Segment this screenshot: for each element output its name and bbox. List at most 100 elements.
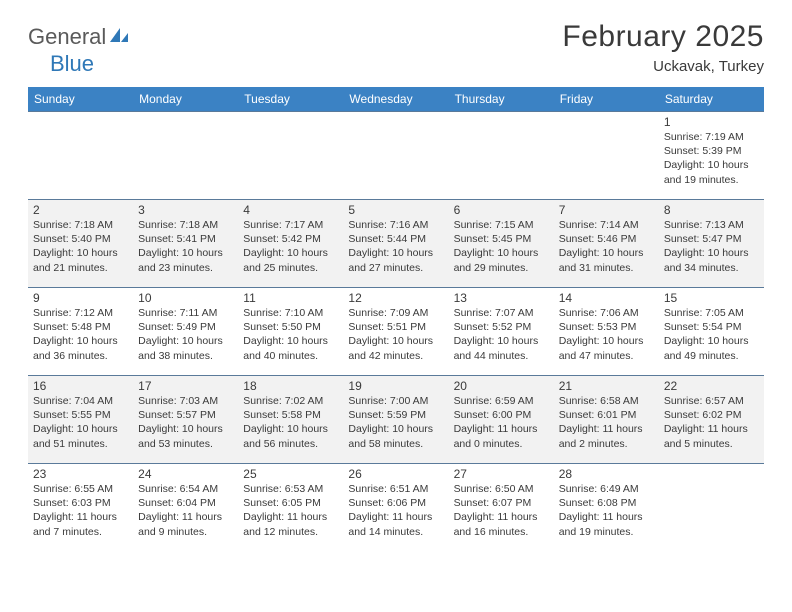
sunrise-text: Sunrise: 6:57 AM: [664, 394, 759, 408]
day-cell: 4Sunrise: 7:17 AMSunset: 5:42 PMDaylight…: [238, 200, 343, 288]
day-cell: 12Sunrise: 7:09 AMSunset: 5:51 PMDayligh…: [343, 288, 448, 376]
sunset-text: Sunset: 5:59 PM: [348, 408, 443, 422]
empty-cell: [343, 112, 448, 200]
week-row: 23Sunrise: 6:55 AMSunset: 6:03 PMDayligh…: [28, 464, 764, 552]
title-block: February 2025 Uckavak, Turkey: [562, 20, 764, 75]
sunset-text: Sunset: 6:01 PM: [559, 408, 654, 422]
sunset-text: Sunset: 5:40 PM: [33, 232, 128, 246]
empty-cell: [449, 112, 554, 200]
day-cell: 28Sunrise: 6:49 AMSunset: 6:08 PMDayligh…: [554, 464, 659, 552]
daylight-text: Daylight: 11 hours and 7 minutes.: [33, 510, 128, 538]
sunset-text: Sunset: 5:44 PM: [348, 232, 443, 246]
sunset-text: Sunset: 5:49 PM: [138, 320, 233, 334]
daylight-text: Daylight: 10 hours and 34 minutes.: [664, 246, 759, 274]
daylight-text: Daylight: 10 hours and 36 minutes.: [33, 334, 128, 362]
daylight-text: Daylight: 10 hours and 23 minutes.: [138, 246, 233, 274]
page: General February 2025 Uckavak, Turkey Bl…: [0, 0, 792, 552]
day-cell: 18Sunrise: 7:02 AMSunset: 5:58 PMDayligh…: [238, 376, 343, 464]
day-cell: 20Sunrise: 6:59 AMSunset: 6:00 PMDayligh…: [449, 376, 554, 464]
sunrise-text: Sunrise: 6:59 AM: [454, 394, 549, 408]
day-cell: 5Sunrise: 7:16 AMSunset: 5:44 PMDaylight…: [343, 200, 448, 288]
daylight-text: Daylight: 10 hours and 51 minutes.: [33, 422, 128, 450]
day-number: 25: [243, 467, 338, 481]
day-cell: 13Sunrise: 7:07 AMSunset: 5:52 PMDayligh…: [449, 288, 554, 376]
day-number: 12: [348, 291, 443, 305]
sunrise-text: Sunrise: 7:18 AM: [138, 218, 233, 232]
dow-tuesday: Tuesday: [238, 87, 343, 112]
sunrise-text: Sunrise: 7:02 AM: [243, 394, 338, 408]
dow-monday: Monday: [133, 87, 238, 112]
empty-cell: [659, 464, 764, 552]
day-cell: 14Sunrise: 7:06 AMSunset: 5:53 PMDayligh…: [554, 288, 659, 376]
day-cell: 2Sunrise: 7:18 AMSunset: 5:40 PMDaylight…: [28, 200, 133, 288]
sunset-text: Sunset: 5:46 PM: [559, 232, 654, 246]
daylight-text: Daylight: 10 hours and 47 minutes.: [559, 334, 654, 362]
sunrise-text: Sunrise: 7:05 AM: [664, 306, 759, 320]
sunset-text: Sunset: 5:47 PM: [664, 232, 759, 246]
day-number: 2: [33, 203, 128, 217]
day-cell: 26Sunrise: 6:51 AMSunset: 6:06 PMDayligh…: [343, 464, 448, 552]
day-cell: 6Sunrise: 7:15 AMSunset: 5:45 PMDaylight…: [449, 200, 554, 288]
daylight-text: Daylight: 11 hours and 12 minutes.: [243, 510, 338, 538]
day-cell: 16Sunrise: 7:04 AMSunset: 5:55 PMDayligh…: [28, 376, 133, 464]
sunrise-text: Sunrise: 7:14 AM: [559, 218, 654, 232]
empty-cell: [133, 112, 238, 200]
daylight-text: Daylight: 10 hours and 42 minutes.: [348, 334, 443, 362]
calendar-body: 1Sunrise: 7:19 AMSunset: 5:39 PMDaylight…: [28, 112, 764, 552]
daylight-text: Daylight: 10 hours and 21 minutes.: [33, 246, 128, 274]
day-cell: 3Sunrise: 7:18 AMSunset: 5:41 PMDaylight…: [133, 200, 238, 288]
day-cell: 22Sunrise: 6:57 AMSunset: 6:02 PMDayligh…: [659, 376, 764, 464]
day-number: 4: [243, 203, 338, 217]
dow-wednesday: Wednesday: [343, 87, 448, 112]
sunrise-text: Sunrise: 7:03 AM: [138, 394, 233, 408]
day-of-week-row: SundayMondayTuesdayWednesdayThursdayFrid…: [28, 87, 764, 112]
day-number: 15: [664, 291, 759, 305]
sunrise-text: Sunrise: 6:55 AM: [33, 482, 128, 496]
daylight-text: Daylight: 11 hours and 2 minutes.: [559, 422, 654, 450]
daylight-text: Daylight: 10 hours and 44 minutes.: [454, 334, 549, 362]
day-number: 13: [454, 291, 549, 305]
logo-sail-icon: [108, 26, 130, 49]
sunset-text: Sunset: 5:55 PM: [33, 408, 128, 422]
daylight-text: Daylight: 10 hours and 27 minutes.: [348, 246, 443, 274]
daylight-text: Daylight: 11 hours and 16 minutes.: [454, 510, 549, 538]
daylight-text: Daylight: 10 hours and 38 minutes.: [138, 334, 233, 362]
sunset-text: Sunset: 5:54 PM: [664, 320, 759, 334]
sunset-text: Sunset: 5:58 PM: [243, 408, 338, 422]
day-number: 17: [138, 379, 233, 393]
sunset-text: Sunset: 5:50 PM: [243, 320, 338, 334]
day-cell: 11Sunrise: 7:10 AMSunset: 5:50 PMDayligh…: [238, 288, 343, 376]
daylight-text: Daylight: 10 hours and 31 minutes.: [559, 246, 654, 274]
sunrise-text: Sunrise: 7:04 AM: [33, 394, 128, 408]
sunrise-text: Sunrise: 7:18 AM: [33, 218, 128, 232]
day-number: 27: [454, 467, 549, 481]
location: Uckavak, Turkey: [562, 58, 764, 75]
daylight-text: Daylight: 10 hours and 49 minutes.: [664, 334, 759, 362]
day-number: 14: [559, 291, 654, 305]
week-row: 1Sunrise: 7:19 AMSunset: 5:39 PMDaylight…: [28, 112, 764, 200]
daylight-text: Daylight: 10 hours and 53 minutes.: [138, 422, 233, 450]
sunrise-text: Sunrise: 6:50 AM: [454, 482, 549, 496]
dow-thursday: Thursday: [449, 87, 554, 112]
day-number: 7: [559, 203, 654, 217]
sunrise-text: Sunrise: 7:07 AM: [454, 306, 549, 320]
week-row: 9Sunrise: 7:12 AMSunset: 5:48 PMDaylight…: [28, 288, 764, 376]
sunset-text: Sunset: 6:04 PM: [138, 496, 233, 510]
sunrise-text: Sunrise: 7:06 AM: [559, 306, 654, 320]
sunrise-text: Sunrise: 7:00 AM: [348, 394, 443, 408]
day-number: 22: [664, 379, 759, 393]
sunset-text: Sunset: 6:07 PM: [454, 496, 549, 510]
dow-friday: Friday: [554, 87, 659, 112]
sunrise-text: Sunrise: 6:54 AM: [138, 482, 233, 496]
empty-cell: [238, 112, 343, 200]
day-number: 19: [348, 379, 443, 393]
sunset-text: Sunset: 5:42 PM: [243, 232, 338, 246]
day-cell: 17Sunrise: 7:03 AMSunset: 5:57 PMDayligh…: [133, 376, 238, 464]
day-cell: 7Sunrise: 7:14 AMSunset: 5:46 PMDaylight…: [554, 200, 659, 288]
daylight-text: Daylight: 10 hours and 29 minutes.: [454, 246, 549, 274]
sunset-text: Sunset: 6:06 PM: [348, 496, 443, 510]
week-row: 16Sunrise: 7:04 AMSunset: 5:55 PMDayligh…: [28, 376, 764, 464]
sunrise-text: Sunrise: 7:12 AM: [33, 306, 128, 320]
day-number: 21: [559, 379, 654, 393]
empty-cell: [554, 112, 659, 200]
